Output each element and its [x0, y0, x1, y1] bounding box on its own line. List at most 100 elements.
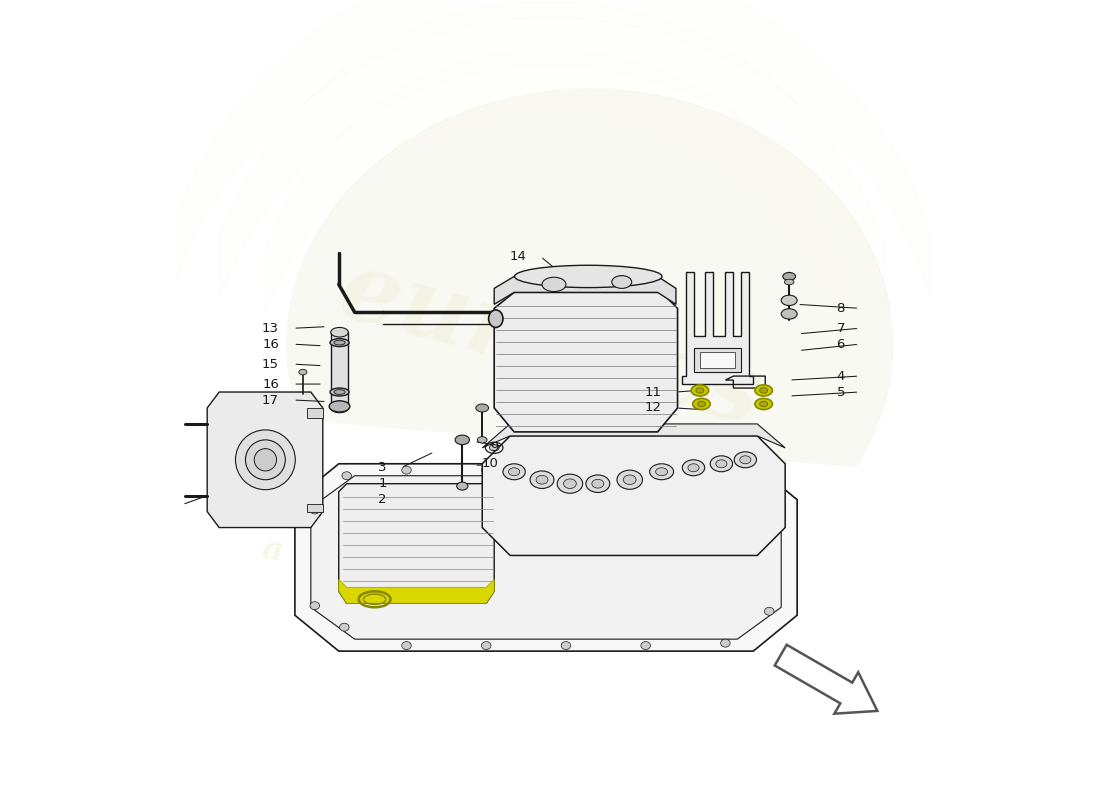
Text: 13: 13	[262, 322, 279, 334]
Ellipse shape	[641, 466, 650, 474]
Ellipse shape	[342, 472, 352, 480]
Polygon shape	[494, 277, 676, 304]
Ellipse shape	[245, 440, 285, 480]
Ellipse shape	[781, 295, 798, 306]
Polygon shape	[339, 579, 494, 603]
Text: 2: 2	[378, 493, 386, 506]
Ellipse shape	[760, 388, 768, 394]
Ellipse shape	[693, 398, 711, 410]
Ellipse shape	[402, 466, 411, 474]
Text: 15: 15	[262, 358, 279, 370]
Ellipse shape	[617, 470, 642, 490]
Polygon shape	[339, 484, 494, 603]
Ellipse shape	[331, 403, 349, 413]
Text: 14: 14	[509, 250, 526, 263]
Ellipse shape	[402, 642, 411, 650]
Text: 17: 17	[262, 394, 279, 406]
Text: 10: 10	[482, 458, 498, 470]
Text: 6: 6	[837, 338, 845, 350]
Polygon shape	[682, 273, 754, 384]
Ellipse shape	[755, 398, 772, 410]
Ellipse shape	[503, 464, 526, 480]
Ellipse shape	[739, 456, 751, 464]
Polygon shape	[207, 392, 322, 527]
Polygon shape	[307, 408, 322, 418]
Ellipse shape	[781, 309, 798, 319]
Ellipse shape	[720, 639, 730, 647]
Ellipse shape	[488, 310, 503, 327]
Ellipse shape	[650, 464, 673, 480]
Polygon shape	[700, 352, 735, 368]
Ellipse shape	[508, 468, 519, 476]
Text: 7: 7	[836, 322, 845, 334]
Text: 5: 5	[836, 386, 845, 398]
Polygon shape	[482, 424, 785, 448]
Ellipse shape	[783, 273, 795, 281]
Ellipse shape	[331, 327, 349, 337]
Polygon shape	[494, 292, 678, 432]
Ellipse shape	[586, 475, 609, 493]
Ellipse shape	[734, 452, 757, 468]
Ellipse shape	[299, 370, 307, 375]
Ellipse shape	[563, 479, 576, 489]
Ellipse shape	[656, 468, 668, 476]
Ellipse shape	[310, 602, 320, 610]
Text: 9: 9	[490, 442, 498, 454]
Ellipse shape	[329, 401, 350, 412]
Ellipse shape	[764, 607, 774, 615]
Ellipse shape	[558, 474, 583, 494]
Text: 3: 3	[378, 462, 386, 474]
Polygon shape	[693, 348, 741, 372]
Ellipse shape	[482, 642, 491, 650]
Ellipse shape	[624, 475, 636, 485]
Ellipse shape	[720, 466, 730, 474]
Text: 12: 12	[645, 402, 661, 414]
Ellipse shape	[711, 456, 733, 472]
Ellipse shape	[561, 466, 571, 474]
Polygon shape	[307, 504, 322, 512]
Text: 11: 11	[645, 386, 661, 398]
Ellipse shape	[612, 276, 631, 288]
Ellipse shape	[334, 390, 345, 394]
Ellipse shape	[592, 479, 604, 488]
Ellipse shape	[330, 388, 349, 396]
Ellipse shape	[697, 401, 705, 406]
Text: 16: 16	[262, 338, 279, 350]
Ellipse shape	[755, 385, 772, 396]
Ellipse shape	[542, 278, 565, 291]
Ellipse shape	[536, 475, 548, 484]
Ellipse shape	[641, 642, 650, 650]
Ellipse shape	[330, 338, 349, 346]
Ellipse shape	[515, 266, 662, 287]
Ellipse shape	[340, 623, 349, 631]
Bar	[331, 332, 349, 408]
Ellipse shape	[490, 445, 499, 451]
Text: a passion since 1985: a passion since 1985	[260, 532, 649, 618]
Ellipse shape	[784, 279, 794, 285]
Text: europes: europes	[329, 242, 771, 446]
Text: 4: 4	[837, 370, 845, 382]
Ellipse shape	[254, 449, 276, 471]
Text: 16: 16	[262, 378, 279, 390]
Polygon shape	[295, 464, 798, 651]
Ellipse shape	[455, 435, 470, 445]
Ellipse shape	[691, 385, 708, 396]
Ellipse shape	[716, 460, 727, 468]
Polygon shape	[311, 476, 781, 639]
Ellipse shape	[696, 388, 704, 394]
Ellipse shape	[310, 506, 320, 514]
Ellipse shape	[530, 471, 554, 489]
Ellipse shape	[561, 642, 571, 650]
Ellipse shape	[235, 430, 295, 490]
Ellipse shape	[456, 482, 468, 490]
Text: 1: 1	[378, 478, 386, 490]
Polygon shape	[287, 89, 893, 466]
Ellipse shape	[688, 464, 700, 472]
Ellipse shape	[482, 466, 491, 474]
Polygon shape	[482, 436, 785, 555]
Ellipse shape	[477, 437, 487, 443]
Text: 8: 8	[837, 302, 845, 315]
Ellipse shape	[764, 512, 774, 519]
Ellipse shape	[476, 404, 488, 412]
Ellipse shape	[760, 401, 768, 406]
